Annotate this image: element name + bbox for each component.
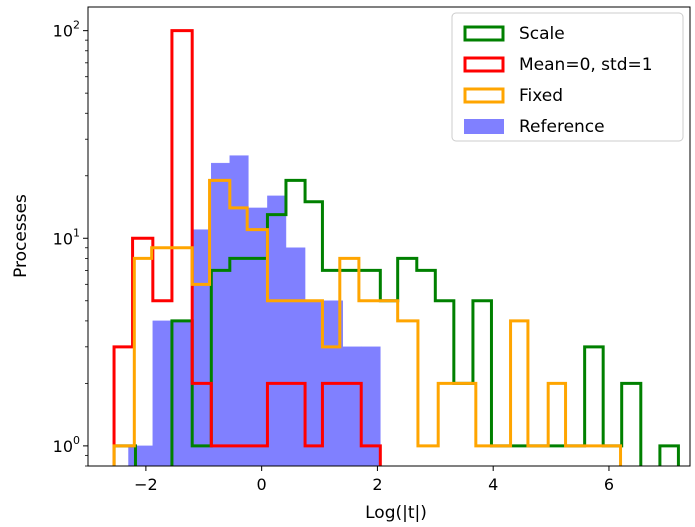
legend-label-reference: Reference: [519, 117, 605, 137]
legend-label-mean-0-std-1: Mean=0, std=1: [519, 55, 653, 75]
plot-area: [112, 29, 680, 466]
legend-label-fixed: Fixed: [519, 86, 563, 106]
axes-frame: [87, 6, 691, 467]
reference-bar: [248, 207, 268, 466]
x-axis-label: Log(|t|): [365, 503, 427, 523]
y-tick-label: 100: [53, 434, 80, 456]
legend: Scale Mean=0, std=1 Fixed Reference: [451, 12, 684, 142]
reference-bar: [342, 346, 362, 466]
x-tick-label: −2: [134, 475, 158, 494]
reference-bar: [171, 320, 193, 466]
reference-bar: [128, 445, 154, 466]
reference-bar: [267, 195, 287, 466]
y-axis-label: Processes: [11, 194, 31, 278]
reference-bar: [229, 155, 249, 466]
x-tick-label: 0: [257, 475, 267, 494]
series-step-fixed: [112, 178, 623, 466]
reference-bar: [152, 320, 173, 466]
tick-marks: −2 0 2 4 6 100 101 102: [53, 19, 614, 494]
axes: [87, 6, 691, 467]
x-tick-label: 2: [372, 475, 382, 494]
x-tick-label: 6: [604, 475, 614, 494]
x-tick-label: 4: [488, 475, 498, 494]
legend-swatch-fixed: [463, 87, 505, 104]
legend-label-scale: Scale: [519, 24, 565, 44]
series-step-mean-0-std-1: [112, 29, 382, 466]
y-tick-label: 102: [53, 19, 80, 41]
reference-bar: [360, 346, 381, 466]
reference-bar: [285, 247, 306, 466]
series-step-scale: [112, 178, 680, 466]
legend-swatch-reference: [464, 119, 504, 134]
reference-bar: [211, 162, 231, 466]
legend-frame: [451, 12, 684, 142]
y-tick-label: 101: [53, 226, 80, 248]
reference-bar: [304, 300, 323, 466]
legend-swatch-mean-0-std-1: [463, 56, 505, 73]
legend-swatch-scale: [463, 25, 505, 42]
